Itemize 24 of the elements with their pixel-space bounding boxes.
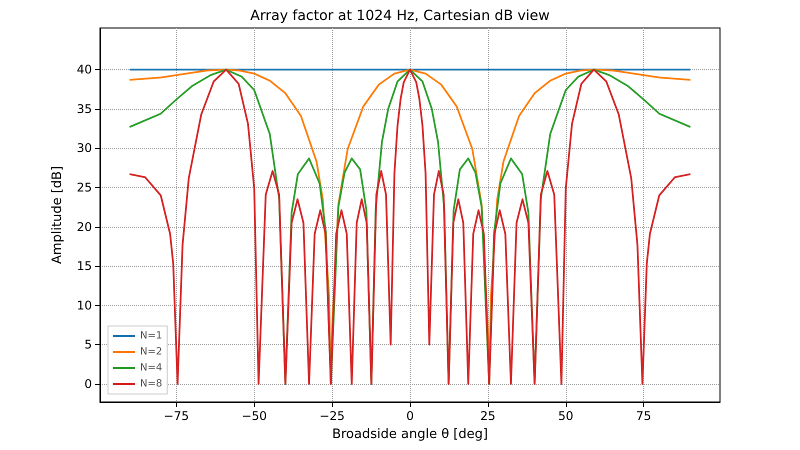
y-tick-label: 10 xyxy=(76,298,92,312)
legend-label: N=2 xyxy=(140,346,162,358)
y-tick-label: 35 xyxy=(76,102,92,116)
y-tick-label: 25 xyxy=(76,180,92,194)
y-tick-label: 20 xyxy=(76,220,92,234)
x-tick-label: 25 xyxy=(480,409,496,423)
x-tick-label: −50 xyxy=(242,409,267,423)
chart-title: Array factor at 1024 Hz, Cartesian dB view xyxy=(250,8,550,24)
x-axis-title: Broadside angle θ [deg] xyxy=(332,427,488,442)
x-tick-label: 75 xyxy=(636,409,652,423)
x-tick-label: 50 xyxy=(558,409,574,423)
y-tick-label: 0 xyxy=(84,376,92,391)
y-axis-title: Amplitude [dB] xyxy=(50,166,65,264)
y-tick-label: 30 xyxy=(76,141,92,156)
x-tick-label: −75 xyxy=(164,409,189,423)
x-tick-label: −25 xyxy=(319,409,345,423)
line-series xyxy=(128,68,692,385)
legend-label: N=8 xyxy=(140,378,162,390)
legend-label: N=1 xyxy=(140,330,162,342)
y-tick-label: 40 xyxy=(76,62,92,77)
y-tick-label: 15 xyxy=(76,259,92,274)
legend-label: N=4 xyxy=(140,362,162,374)
y-tick-label: 5 xyxy=(84,338,92,352)
x-tick-label: 0 xyxy=(406,409,414,423)
